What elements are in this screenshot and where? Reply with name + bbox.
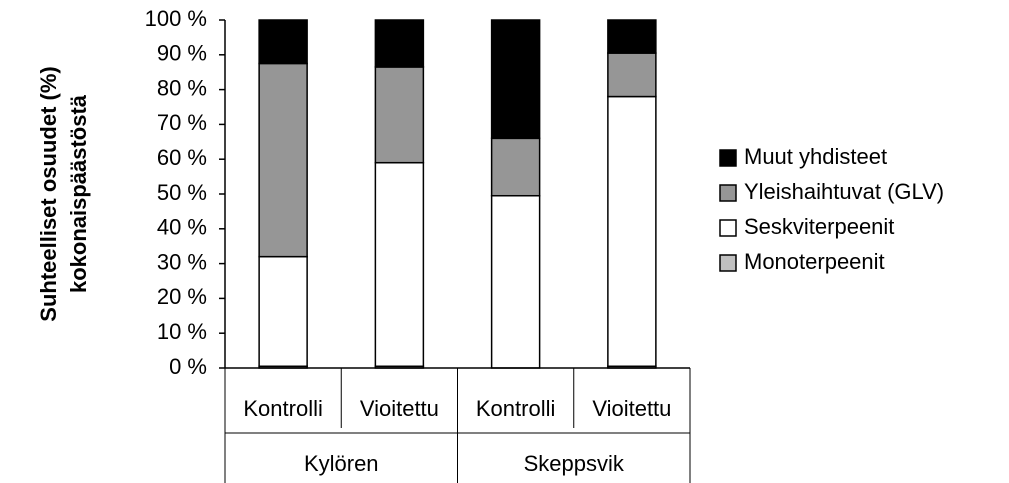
x-tick-label: Kontrolli [243,396,322,421]
y-tick-label: 90 % [157,41,207,66]
legend-label: Seskviterpeenit [744,214,894,239]
y-tick-label: 20 % [157,284,207,309]
y-tick-label: 40 % [157,215,207,240]
bar-segment [258,62,308,258]
y-tick-label: 50 % [157,180,207,205]
y-axis-title: kokonaispäästöstä [66,94,91,293]
bar-segment [258,19,308,65]
legend-swatch [719,254,737,272]
bar-segment [374,19,425,68]
bar-segment [374,66,425,164]
y-tick-label: 60 % [157,145,207,170]
legend-label: Monoterpeenit [744,249,885,274]
legend-swatch [719,149,737,167]
legend-label: Muut yhdisteet [744,144,887,169]
y-tick-label: 100 % [145,6,207,31]
group-label: Kylören [304,451,379,476]
y-tick-label: 30 % [157,249,207,274]
legend-swatch [719,219,737,237]
bar-segment [607,95,657,368]
y-tick-label: 80 % [157,75,207,100]
bar-segment [490,19,541,140]
bar-segment [490,194,541,369]
bar-segment [490,137,541,197]
y-tick-label: 10 % [157,319,207,344]
y-tick-label: 70 % [157,110,207,135]
y-axis-title: Suhteelliset osuudet (%) [36,66,61,321]
legend-swatch [719,184,737,202]
y-tick-label: 0 % [169,354,207,379]
x-tick-label: Vioitettu [360,396,439,421]
bar-segment [607,52,657,98]
x-tick-label: Kontrolli [476,396,555,421]
x-tick-label: Vioitettu [592,396,671,421]
bar-segment [607,19,657,54]
bar-segment [374,161,425,368]
bar-segment [258,255,308,368]
group-label: Skeppsvik [524,451,625,476]
legend-label: Yleishaihtuvat (GLV) [744,179,944,204]
